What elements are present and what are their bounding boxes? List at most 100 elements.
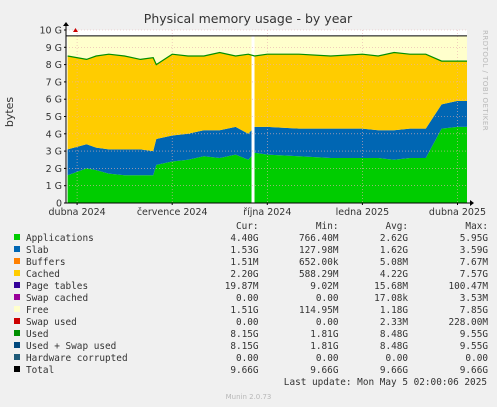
legend-swatch [14, 281, 20, 288]
legend-series-name: Used + Swap used [12, 340, 191, 352]
legend-header-cur: Cur: [235, 220, 259, 232]
data-gap [251, 30, 255, 203]
legend-min-value: 1.81G [310, 340, 339, 352]
legend-swatch [14, 329, 20, 336]
legend-series-name: Buffers [12, 256, 191, 268]
legend-avg-value: 0.00 [385, 352, 409, 364]
legend-avg-value: 2.33M [379, 316, 409, 328]
x-tick-label: dubna 2025 [429, 207, 486, 218]
x-tick-label: října 2024 [243, 207, 291, 218]
legend-series-name: Slab [12, 244, 191, 256]
legend-min-value: 9.02M [310, 280, 339, 292]
legend-min-value: 588.29M [298, 268, 339, 280]
legend-min-value: 0.00 [315, 352, 339, 364]
legend-row: Used + Swap used 8.15G 1.81G 8.48G 9.55G [12, 340, 490, 352]
legend-max-value: 9.55G [459, 340, 488, 352]
legend-cur-value: 8.15G [230, 340, 259, 352]
area-free [67, 35, 467, 65]
series-lines [66, 35, 467, 66]
legend-max-value: 0.00 [465, 352, 488, 364]
y-tick-label: 8 G [46, 60, 62, 71]
legend-swatch [14, 293, 20, 300]
legend-swatch [14, 365, 20, 372]
legend-series-name: Free [12, 304, 191, 316]
legend-label: Used [26, 328, 49, 340]
munin-version: Munin 2.0.73 [225, 393, 272, 401]
area-cached [67, 52, 467, 152]
legend-row: Buffers 1.51M 652.00k 5.08M 7.67M [12, 256, 490, 268]
legend-avg-value: 4.22G [379, 268, 409, 280]
legend-avg-value: 8.48G [379, 340, 409, 352]
legend-swatch [14, 245, 20, 252]
legend-avg-value: 5.08M [379, 256, 409, 268]
legend-avg-value: 9.66G [379, 364, 409, 376]
legend-avg-value: 2.62G [379, 232, 409, 244]
legend-label: Swap cached [26, 292, 89, 304]
legend-max-value: 7.57G [459, 268, 488, 280]
legend-max-value: 100.47M [448, 280, 488, 292]
y-tick-label: 3 G [46, 147, 62, 158]
legend-swatch [14, 317, 20, 324]
legend-swatch [14, 305, 20, 312]
legend-avg-value: 17.08k [374, 292, 409, 304]
legend-cur-value: 1.51M [230, 256, 259, 268]
legend-row: Swap used 0.00 0.00 2.33M 228.00M [12, 316, 490, 328]
legend-min-value: 127.98M [298, 244, 339, 256]
legend-series-name: Page tables [12, 280, 191, 292]
y-axis-ticks: 0 1 G 2 G 3 G 4 G 5 G 6 G 7 G 8 G 9 G 10 G [40, 26, 66, 210]
legend-body: Applications 4.40G 766.40M 2.62G 5.95G Slab 1.… [12, 232, 490, 376]
legend-cur-value: 9.66G [230, 364, 259, 376]
legend-label: Swap used [26, 316, 77, 328]
legend-cur-value: 0.00 [235, 292, 259, 304]
legend-row: Slab 1.53G 127.98M 1.62G 3.59G [12, 244, 490, 256]
legend-label: Used + Swap used [26, 340, 117, 352]
legend-label: Free [26, 304, 49, 316]
legend-label: Applications [26, 232, 94, 244]
last-update: Last update: Mon May 5 02:00:06 2025 [283, 377, 487, 388]
legend-row: Hardware corrupted 0.00 0.00 0.00 0.00 [12, 352, 490, 364]
legend-cur-value: 1.53G [230, 244, 259, 256]
legend-min-value: 114.95M [298, 304, 339, 316]
legend-table: Cur: Min: Avg: Max: Applications 4.40G 766… [12, 220, 490, 376]
legend-max-value: 3.53M [459, 292, 488, 304]
legend-row: Swap cached 0.00 0.00 17.08k 3.53M [12, 292, 490, 304]
legend-series-name: Total [12, 364, 191, 376]
legend-max-value: 9.55G [459, 328, 488, 340]
y-tick-label: 6 G [46, 95, 62, 106]
legend-series-name: Swap cached [12, 292, 191, 304]
legend-swatch [14, 233, 20, 240]
legend-max-value: 3.59G [459, 244, 488, 256]
legend-min-value: 1.81G [310, 328, 339, 340]
legend-series-name: Cached [12, 268, 191, 280]
y-axis-arrow [63, 22, 69, 26]
legend-cur-value: 2.20G [230, 268, 259, 280]
legend-min-value: 9.66G [310, 364, 339, 376]
legend-cur-value: 0.00 [235, 352, 259, 364]
area-applications [67, 126, 467, 203]
legend-header-row: Cur: Min: Avg: Max: [12, 220, 490, 232]
legend-cur-value: 4.40G [230, 232, 259, 244]
legend-swatch [14, 257, 20, 264]
legend-row: Page tables 19.87M 9.02M 15.68M 100.47M [12, 280, 490, 292]
y-tick-label: 4 G [46, 129, 62, 140]
legend-avg-value: 1.18G [379, 304, 409, 316]
legend-max-value: 228.00M [448, 316, 488, 328]
x-tick-label: ledna 2025 [336, 207, 390, 218]
legend-swatch [14, 269, 20, 276]
legend-label: Page tables [26, 280, 89, 292]
legend-cur-value: 1.51G [230, 304, 259, 316]
y-tick-label: 7 G [46, 77, 62, 88]
legend-avg-value: 15.68M [374, 280, 409, 292]
y-tick-label: 9 G [46, 43, 62, 54]
legend-min-value: 652.00k [298, 256, 339, 268]
legend-max-value: 7.67M [459, 256, 488, 268]
legend-series-name: Swap used [12, 316, 191, 328]
rrdtool-watermark: RRDTOOL / TOBI OETIKER [481, 30, 489, 131]
legend-max-value: 7.85G [459, 304, 488, 316]
legend-cur-value: 0.00 [235, 316, 259, 328]
chart-title: Physical memory usage - by year [144, 11, 353, 26]
legend-label: Cached [26, 268, 60, 280]
legend-label: Slab [26, 244, 49, 256]
legend-cur-value: 19.87M [224, 280, 259, 292]
x-tick-label: července 2024 [137, 207, 208, 218]
